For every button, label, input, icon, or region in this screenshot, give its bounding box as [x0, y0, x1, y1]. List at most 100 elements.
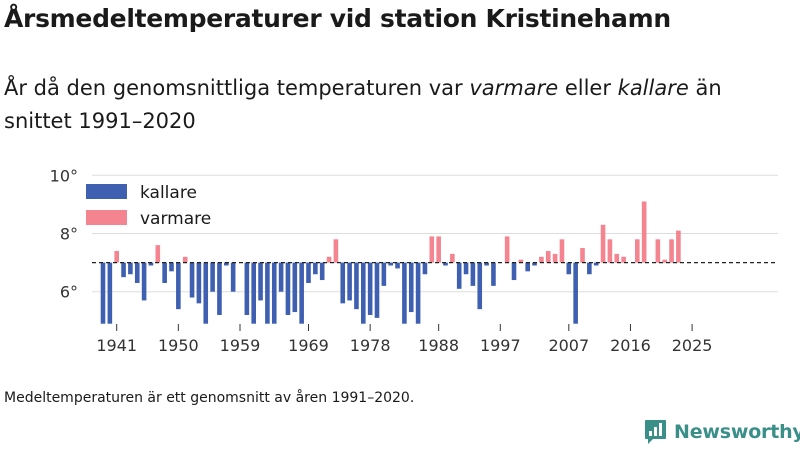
bar-1987 — [429, 236, 435, 263]
bar-1971 — [319, 262, 325, 281]
bar-2021 — [662, 259, 667, 263]
subtitle-cold-word: kallare — [617, 76, 689, 100]
bar-1976 — [354, 262, 359, 310]
bar-2017 — [635, 239, 640, 263]
bar-chart-speech-bubble-icon — [645, 420, 666, 444]
bar-1985 — [415, 262, 421, 324]
subtitle-text-2: eller — [558, 76, 618, 100]
bar-1980 — [381, 262, 387, 286]
footnote: Medeltemperaturen är ett genomsnitt av å… — [4, 390, 415, 406]
bar-1940 — [107, 262, 113, 324]
bars — [100, 201, 681, 324]
bar-1962 — [258, 262, 263, 301]
bar-1981 — [388, 262, 393, 266]
bar-2006 — [559, 239, 565, 263]
bar-1953 — [196, 262, 202, 304]
bar-1955 — [210, 262, 215, 292]
bar-1963 — [265, 262, 270, 324]
bar-1947 — [155, 245, 161, 263]
x-tick-label: 1997 — [480, 336, 521, 355]
bar-1983 — [402, 262, 407, 324]
x-tick-label: 1978 — [350, 336, 391, 355]
bar-2009 — [580, 248, 585, 263]
bar-1966 — [285, 262, 291, 315]
bar-1991 — [456, 262, 462, 289]
bar-2011 — [593, 262, 599, 266]
bar-1969 — [306, 262, 311, 283]
y-tick-label: 6° — [60, 283, 78, 302]
bar-1944 — [134, 262, 140, 283]
bar-1988 — [436, 236, 441, 263]
bar-1990 — [450, 253, 455, 263]
bar-1975 — [347, 262, 352, 301]
bar-1995 — [484, 262, 489, 266]
chart-title: Årsmedeltemperaturer vid station Kristin… — [4, 4, 671, 33]
bar-1950 — [176, 262, 181, 310]
bar-1978 — [367, 262, 373, 315]
subtitle-text-1: År då den genomsnittliga temperaturen va… — [4, 76, 470, 100]
bar-1956 — [217, 262, 222, 315]
bar-1999 — [511, 262, 517, 281]
bar-1939 — [100, 262, 106, 324]
bar-1958 — [230, 262, 236, 292]
axes: 6° 8° 10° 1941 1950 1959 1969 1978 1988 1997 2007 2… — [50, 166, 713, 355]
bar-1994 — [477, 262, 483, 310]
bar-2020 — [655, 239, 661, 263]
bar-1942 — [121, 262, 126, 278]
bar-1972 — [326, 256, 332, 263]
bar-1954 — [203, 262, 209, 324]
bar-2010 — [587, 262, 592, 275]
bar-1984 — [408, 262, 414, 313]
bar-1941 — [114, 250, 119, 263]
bar-1961 — [251, 262, 256, 324]
bar-2018 — [641, 201, 647, 263]
legend-label-cold: kallare — [140, 183, 197, 203]
bar-1957 — [224, 262, 229, 266]
bar-1960 — [244, 262, 250, 315]
temperature-bar-chart: 6° 8° 10° 1941 1950 1959 1969 1978 1988 1997 2007 2… — [50, 166, 778, 355]
bar-1998 — [504, 236, 510, 263]
legend-swatch-cold — [86, 184, 127, 199]
x-tick-label: 2025 — [672, 336, 713, 355]
bar-2008 — [573, 262, 578, 324]
bar-1974 — [340, 262, 346, 304]
legend: kallare varmare — [86, 183, 211, 229]
legend-swatch-warm — [86, 210, 127, 225]
bar-1982 — [395, 262, 400, 269]
brand-name: Newsworthy — [674, 421, 800, 443]
bar-1951 — [182, 256, 188, 263]
bar-2000 — [518, 259, 524, 263]
bar-1949 — [169, 262, 174, 272]
subtitle-text-3: än snittet 1991–2020 — [4, 76, 722, 133]
chart-subtitle: År då den genomsnittliga temperaturen va… — [4, 72, 784, 138]
bar-1970 — [313, 262, 318, 275]
bar-1977 — [361, 262, 366, 324]
brand-logo-group: Newsworthy — [644, 419, 800, 445]
bar-2023 — [676, 230, 681, 263]
bar-2012 — [600, 224, 606, 263]
bar-1964 — [271, 262, 277, 324]
y-tick-label: 10° — [50, 166, 78, 185]
subtitle-warm-word: varmare — [469, 76, 559, 100]
bar-1992 — [463, 262, 469, 275]
bar-2014 — [614, 253, 620, 263]
bar-1989 — [443, 262, 448, 266]
bar-2005 — [552, 253, 558, 263]
bar-1945 — [141, 262, 147, 301]
legend-label-warm: varmare — [140, 209, 211, 229]
x-tick-label: 1941 — [96, 336, 137, 355]
bar-2002 — [532, 262, 537, 266]
x-tick-label: 1988 — [418, 336, 459, 355]
bar-2022 — [669, 239, 674, 263]
bar-2003 — [539, 256, 544, 263]
bar-1996 — [491, 262, 496, 286]
bar-2013 — [607, 239, 613, 263]
bar-1993 — [470, 262, 476, 286]
bar-1979 — [374, 262, 380, 318]
bar-1946 — [148, 262, 154, 266]
x-tick-label: 2016 — [610, 336, 651, 355]
bar-2007 — [566, 262, 572, 275]
bar-2004 — [545, 250, 551, 263]
bar-2001 — [525, 262, 530, 272]
x-tick-label: 1950 — [158, 336, 199, 355]
